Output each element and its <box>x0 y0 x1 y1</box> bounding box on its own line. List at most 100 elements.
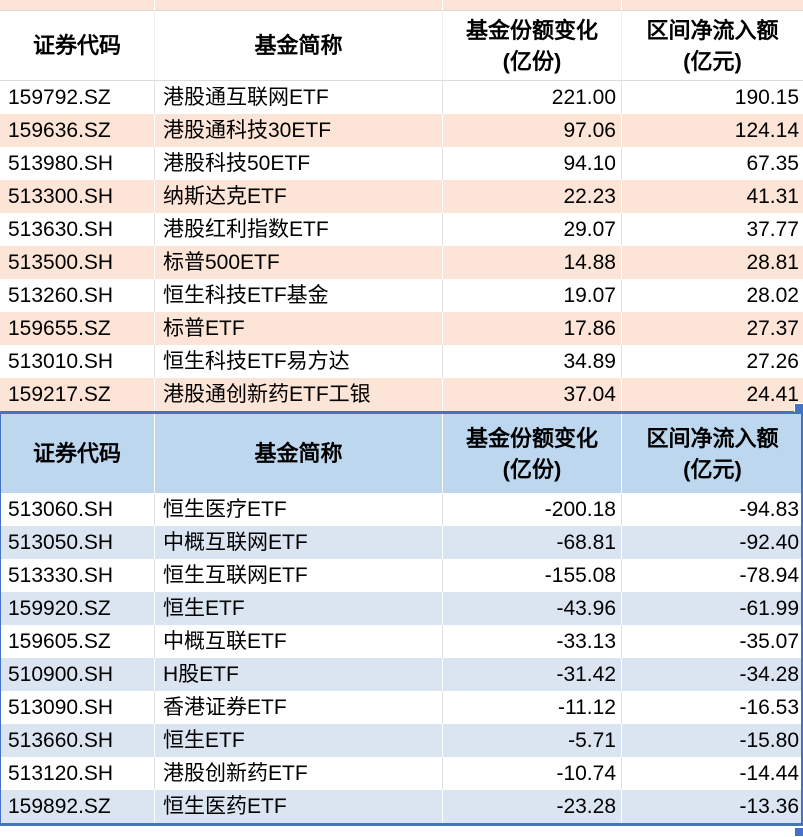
cell-security-code[interactable]: 159792.SZ <box>0 81 155 114</box>
cell-fund-name[interactable]: 标普500ETF <box>155 246 443 279</box>
table-row: 513330.SH 恒生互联网ETF -155.08 -78.94 <box>0 559 803 592</box>
cell-share-change[interactable]: -43.96 <box>443 592 622 625</box>
cell-security-code[interactable]: 513260.SH <box>0 279 155 312</box>
cell-fund-name[interactable]: 恒生ETF <box>155 592 443 625</box>
cell-share-change[interactable]: 94.10 <box>443 147 622 180</box>
cell-fund-name[interactable]: 港股通互联网ETF <box>155 81 443 114</box>
cell-fund-name[interactable]: 恒生科技ETF基金 <box>155 279 443 312</box>
header-share-change[interactable]: 基金份额变化 (亿份) <box>443 11 622 80</box>
cell-security-code[interactable]: 513980.SH <box>0 147 155 180</box>
cell-net-inflow[interactable]: -16.53 <box>739 696 799 719</box>
cell-security-code[interactable]: 159920.SZ <box>0 592 155 625</box>
header-security-code[interactable]: 证券代码 <box>0 414 155 493</box>
selection-fill-handle-bottom[interactable] <box>794 827 803 836</box>
cell-net-inflow[interactable]: 24.41 <box>746 383 799 406</box>
cell-net-inflow[interactable]: 28.81 <box>746 251 799 274</box>
cell-security-code[interactable]: 159655.SZ <box>0 312 155 345</box>
cell-fund-name[interactable]: 港股通科技30ETF <box>155 114 443 147</box>
header-share-change-label: 基金份额变化 <box>465 425 598 451</box>
cell-security-code[interactable]: 513090.SH <box>0 691 155 724</box>
cell-share-change[interactable]: 17.86 <box>443 312 622 345</box>
header-net-inflow-unit: (亿元) <box>683 48 742 74</box>
cell-fund-name[interactable]: 中概互联网ETF <box>155 526 443 559</box>
cell-share-change[interactable]: -23.28 <box>443 790 622 823</box>
cell-security-code[interactable]: 513010.SH <box>0 345 155 378</box>
cell-security-code[interactable]: 159217.SZ <box>0 378 155 411</box>
header-net-inflow-unit: (亿元) <box>683 456 742 482</box>
cell-net-inflow[interactable]: -14.44 <box>739 762 799 785</box>
cell-security-code[interactable]: 513300.SH <box>0 180 155 213</box>
cell-fund-name[interactable]: 港股创新药ETF <box>155 757 443 790</box>
header-fund-name[interactable]: 基金简称 <box>155 11 443 80</box>
cell-net-inflow[interactable]: 67.35 <box>746 152 799 175</box>
cell-share-change[interactable]: -11.12 <box>443 691 622 724</box>
cell-security-code[interactable]: 513630.SH <box>0 213 155 246</box>
cell-security-code[interactable]: 513660.SH <box>0 724 155 757</box>
cell-net-inflow[interactable]: -13.36 <box>739 795 799 818</box>
cell-security-code[interactable]: 159605.SZ <box>0 625 155 658</box>
cell-share-change[interactable]: 19.07 <box>443 279 622 312</box>
cell-share-change[interactable]: -200.18 <box>443 493 622 526</box>
cell-fund-name[interactable]: 港股通创新药ETF工银 <box>155 378 443 411</box>
cell-share-change[interactable]: 29.07 <box>443 213 622 246</box>
cell-net-inflow[interactable]: -94.83 <box>739 498 799 521</box>
cell-net-inflow[interactable]: -61.99 <box>739 597 799 620</box>
cell-fund-name[interactable]: 港股科技50ETF <box>155 147 443 180</box>
cell-fund-name[interactable]: 纳斯达克ETF <box>155 180 443 213</box>
cell-net-inflow[interactable]: -92.40 <box>739 531 799 554</box>
cell-fund-name[interactable]: 中概互联ETF <box>155 625 443 658</box>
cell-security-code[interactable]: 513050.SH <box>0 526 155 559</box>
cell-fund-name[interactable]: 标普ETF <box>155 312 443 345</box>
table-row: 513010.SH 恒生科技ETF易方达 34.89 27.26 <box>0 345 803 378</box>
cell-net-inflow[interactable]: -78.94 <box>739 564 799 587</box>
cell-share-change[interactable]: 14.88 <box>443 246 622 279</box>
cell-net-inflow[interactable]: 124.14 <box>734 119 799 142</box>
cell-security-code[interactable]: 159892.SZ <box>0 790 155 823</box>
cell-net-inflow[interactable]: 41.31 <box>746 185 799 208</box>
header-fund-name[interactable]: 基金简称 <box>155 414 443 493</box>
inflow-table-header: 证券代码 基金简称 基金份额变化 (亿份) 区间净流入额 (亿元) <box>0 11 803 81</box>
selection-border-bottom <box>0 823 803 826</box>
cell-share-change[interactable]: -31.42 <box>443 658 622 691</box>
cell-share-change[interactable]: 34.89 <box>443 345 622 378</box>
cell-share-change[interactable]: -155.08 <box>443 559 622 592</box>
cell-fund-name[interactable]: 港股红利指数ETF <box>155 213 443 246</box>
cell-security-code[interactable]: 513060.SH <box>0 493 155 526</box>
cell-fund-name[interactable]: 恒生医药ETF <box>155 790 443 823</box>
cell-share-change[interactable]: 97.06 <box>443 114 622 147</box>
cell-net-inflow[interactable]: 37.77 <box>746 218 799 241</box>
cell-net-inflow[interactable]: -15.80 <box>739 729 799 752</box>
cell-net-inflow[interactable]: 27.37 <box>746 317 799 340</box>
header-share-change[interactable]: 基金份额变化 (亿份) <box>443 414 622 493</box>
cell-share-change[interactable]: 22.23 <box>443 180 622 213</box>
cell-security-code[interactable]: 513500.SH <box>0 246 155 279</box>
cell-share-change[interactable]: -68.81 <box>443 526 622 559</box>
cell-fund-name[interactable]: 恒生科技ETF易方达 <box>155 345 443 378</box>
header-net-inflow[interactable]: 区间净流入额 (亿元) <box>622 11 803 80</box>
cell-net-inflow[interactable]: 190.15 <box>734 86 799 109</box>
header-security-code-label: 证券代码 <box>32 33 121 58</box>
cell-net-inflow[interactable]: 28.02 <box>746 284 799 307</box>
cell-share-change[interactable]: -5.71 <box>443 724 622 757</box>
cell-security-code[interactable]: 513330.SH <box>0 559 155 592</box>
cell-security-code[interactable]: 510900.SH <box>0 658 155 691</box>
selection-fill-handle-top[interactable] <box>794 403 803 412</box>
cell-fund-name[interactable]: H股ETF <box>155 658 443 691</box>
cell-security-code[interactable]: 513120.SH <box>0 757 155 790</box>
cell-security-code[interactable]: 159636.SZ <box>0 114 155 147</box>
selection-border-right <box>801 412 803 826</box>
cell-net-inflow[interactable]: -35.07 <box>739 630 799 653</box>
cell-share-change[interactable]: -33.13 <box>443 625 622 658</box>
cell-fund-name[interactable]: 恒生互联网ETF <box>155 559 443 592</box>
cell-share-change[interactable]: -10.74 <box>443 757 622 790</box>
cell-share-change[interactable]: 37.04 <box>443 378 622 411</box>
cell-fund-name[interactable]: 香港证券ETF <box>155 691 443 724</box>
cell-net-inflow[interactable]: -34.28 <box>739 663 799 686</box>
cell-fund-name[interactable]: 恒生医疗ETF <box>155 493 443 526</box>
cell-fund-name[interactable]: 恒生ETF <box>155 724 443 757</box>
header-net-inflow[interactable]: 区间净流入额 (亿元) <box>622 414 803 493</box>
header-security-code[interactable]: 证券代码 <box>0 11 155 80</box>
cell-share-change[interactable]: 221.00 <box>443 81 622 114</box>
table-row: 513980.SH 港股科技50ETF 94.10 67.35 <box>0 147 803 180</box>
cell-net-inflow[interactable]: 27.26 <box>746 350 799 373</box>
